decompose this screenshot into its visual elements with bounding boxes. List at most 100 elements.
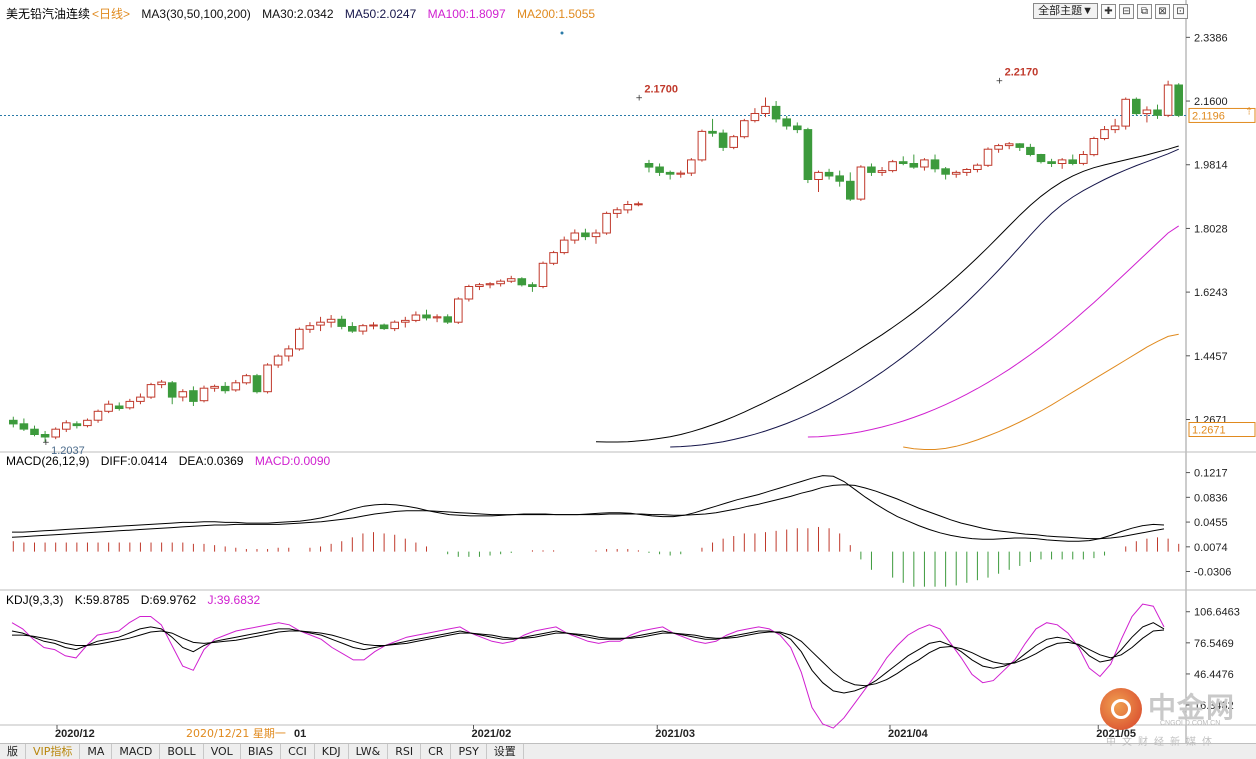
maximize-icon[interactable]: ⊡ xyxy=(1173,3,1188,19)
candle-body xyxy=(814,171,823,180)
candle xyxy=(898,156,908,166)
ma200-line xyxy=(903,333,1179,450)
candle xyxy=(220,382,230,394)
candle-body xyxy=(157,381,166,386)
tab-psy[interactable]: PSY xyxy=(451,744,487,759)
candle xyxy=(602,211,611,235)
candle-body xyxy=(358,325,368,332)
candle-body xyxy=(1089,138,1099,156)
candle xyxy=(19,418,29,431)
candle-body xyxy=(284,348,293,357)
price-tick-label: 2.1600 xyxy=(1194,96,1228,108)
crosshair-date-label: 2020/12/21 星期一 xyxy=(186,727,286,740)
candle-body xyxy=(782,118,792,127)
candle-body xyxy=(1079,154,1088,164)
watermark-site: CNGOLD.COM.CN xyxy=(1160,720,1221,727)
candle xyxy=(549,250,558,266)
crosshair-value-label: 01 xyxy=(294,728,306,740)
macd-dea-line xyxy=(11,484,1165,540)
candle-body xyxy=(867,166,876,173)
ma200-value: MA200:1.5055 xyxy=(517,7,596,21)
candle xyxy=(867,163,876,176)
candle-body xyxy=(443,316,452,323)
date-tick-label: 2021/04 xyxy=(888,728,929,740)
candle xyxy=(369,322,378,330)
candle xyxy=(178,389,188,402)
candle xyxy=(528,282,537,292)
kdj-d-value: D:69.9762 xyxy=(140,593,197,607)
candle xyxy=(824,168,834,180)
candle-body xyxy=(877,170,887,173)
date-tick-label: 2021/02 xyxy=(472,728,512,740)
candle xyxy=(1047,158,1056,168)
candle xyxy=(1004,142,1014,150)
candle xyxy=(167,381,177,405)
annotation-marker: + xyxy=(635,93,643,103)
candle xyxy=(697,129,707,162)
candle-body xyxy=(655,166,664,173)
tab-settings[interactable]: 设置 xyxy=(487,744,524,759)
macd-diff-value: DIFF:0.0414 xyxy=(100,454,168,468)
candle xyxy=(761,97,770,118)
candle-body xyxy=(1132,98,1141,115)
candle xyxy=(401,316,410,328)
tab-kdj[interactable]: KDJ xyxy=(315,744,349,759)
tab-rsi[interactable]: RSI xyxy=(388,744,422,759)
candle-body xyxy=(909,163,919,168)
tab-lw[interactable]: LW& xyxy=(349,744,389,759)
candle-body xyxy=(104,403,113,412)
candle-body xyxy=(295,328,304,350)
date-tick-label: 2021/03 xyxy=(655,728,695,740)
candle-body xyxy=(62,422,71,430)
tab-vol[interactable]: VOL xyxy=(204,744,241,759)
candle-body xyxy=(930,159,940,170)
candle xyxy=(1036,153,1046,164)
tab-edge[interactable]: 版 xyxy=(0,744,26,759)
candle xyxy=(411,311,421,323)
price-arrow-icon: ⇡ xyxy=(1245,106,1253,117)
candle-body xyxy=(824,171,834,177)
crosshair-tool-icon[interactable]: ✚ xyxy=(1101,3,1116,19)
candle-body xyxy=(485,283,495,286)
candle xyxy=(358,323,368,335)
layout-icon[interactable]: ⧉ xyxy=(1137,3,1152,19)
tab-bias[interactable]: BIAS xyxy=(241,744,282,759)
kdj-panel[interactable]: 106.6463 76.5469 46.4476 16.3482 xyxy=(11,603,1240,729)
candle xyxy=(1068,154,1078,166)
candle-body xyxy=(464,286,474,300)
tab-cr[interactable]: CR xyxy=(421,744,452,759)
tab-cci[interactable]: CCI xyxy=(281,744,315,759)
candle-body xyxy=(189,390,198,402)
candle-body xyxy=(93,410,103,421)
candle xyxy=(740,118,749,139)
candle-body xyxy=(898,161,908,164)
tab-boll[interactable]: BOLL xyxy=(160,744,204,759)
close-window-icon[interactable]: ⊠ xyxy=(1155,3,1170,19)
kdj-k-line xyxy=(11,622,1165,694)
candle-body xyxy=(687,159,696,174)
tab-macd[interactable]: MACD xyxy=(112,744,161,759)
macd-panel[interactable]: 0.1217 0.0836 0.0455 0.0074 -0.0306 xyxy=(11,468,1231,587)
date-tick-label: 2021/05 xyxy=(1096,728,1136,740)
tab-ma[interactable]: MA xyxy=(80,744,113,759)
candle-body xyxy=(199,387,209,402)
candles-group[interactable] xyxy=(9,80,1184,443)
ma50-line-group xyxy=(670,148,1179,448)
theme-dropdown[interactable]: 全部主题▼ xyxy=(1033,3,1098,19)
candle xyxy=(517,277,527,287)
candle xyxy=(295,327,304,351)
grid-lines xyxy=(0,0,1256,743)
candle-body xyxy=(602,212,611,234)
candle-body xyxy=(401,319,410,323)
candle-body xyxy=(761,105,770,115)
zoom-out-icon[interactable]: ⊟ xyxy=(1119,3,1134,19)
candle xyxy=(496,279,505,287)
candle-body xyxy=(793,125,802,131)
tab-vip-indicators[interactable]: VIP指标 xyxy=(26,744,81,759)
period-label[interactable]: <日线> xyxy=(92,7,131,21)
candle xyxy=(40,430,50,443)
candle-body xyxy=(644,163,654,168)
candle xyxy=(951,170,961,178)
kdj-tick-label: 46.4476 xyxy=(1194,669,1234,681)
